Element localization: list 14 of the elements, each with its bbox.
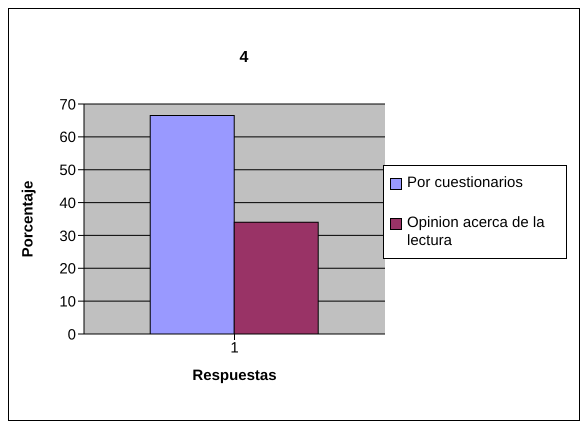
y-axis-title: Porcentaje (19, 180, 36, 258)
x-axis-title: Respuestas (192, 367, 277, 384)
y-tick-label: 0 (68, 326, 76, 344)
y-tick-label: 50 (59, 162, 76, 180)
y-tick-label: 40 (59, 194, 76, 212)
y-tick-label: 10 (59, 293, 76, 310)
legend-label: Por cuestionarios (407, 174, 523, 192)
legend-label: Opinion acerca de la lectura (407, 214, 546, 250)
y-tick-label: 60 (59, 129, 76, 146)
x-tick-label: 1 (230, 340, 239, 357)
chart-title: 4 (238, 49, 250, 67)
y-tick-label: 30 (59, 228, 76, 245)
y-tick-label: 70 (59, 96, 76, 114)
y-tick-label: 20 (59, 260, 76, 278)
